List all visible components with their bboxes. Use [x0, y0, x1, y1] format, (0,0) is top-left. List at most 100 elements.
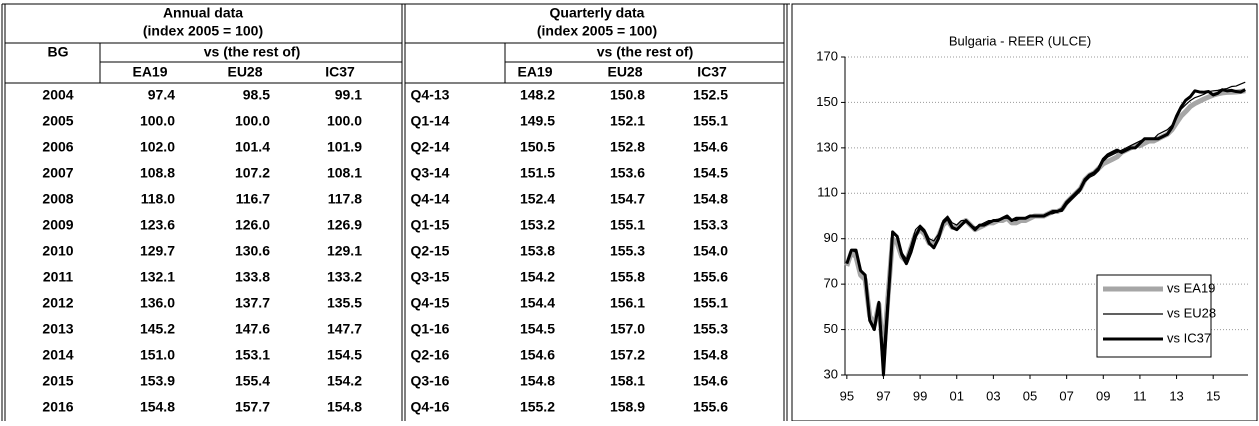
cell: 152.1 — [610, 113, 645, 129]
row-label: Q2-16 — [411, 347, 450, 363]
row-label: Q4-13 — [411, 87, 450, 103]
cell: 129.1 — [327, 243, 362, 259]
cell: 154.6 — [693, 373, 728, 389]
row-label: Q1-16 — [411, 321, 450, 337]
cell: 136.0 — [140, 295, 175, 311]
row-label: Q3-16 — [411, 373, 450, 389]
cell: 145.2 — [140, 321, 175, 337]
cell: 118.0 — [141, 191, 175, 207]
y-tick-label: 30 — [824, 366, 838, 381]
cell: 153.1 — [235, 347, 270, 363]
x-tick-label: 95 — [840, 388, 854, 403]
row-label: Q4-15 — [411, 295, 450, 311]
cell: 155.1 — [693, 295, 728, 311]
cell: 154.6 — [693, 139, 728, 155]
column-header: EA19 — [517, 64, 552, 80]
row-label: 2016 — [42, 399, 73, 415]
cell: 126.9 — [327, 217, 362, 233]
y-tick-label: 130 — [816, 139, 838, 154]
cell: 137.7 — [235, 295, 270, 311]
row-label: Q3-14 — [411, 165, 450, 181]
row-label: 2012 — [42, 295, 73, 311]
row-label: 2005 — [42, 113, 73, 129]
cell: 151.0 — [140, 347, 175, 363]
row-label: 2008 — [42, 191, 73, 207]
row-label: 2015 — [42, 373, 73, 389]
cell: 158.1 — [610, 373, 645, 389]
cell: 147.7 — [327, 321, 362, 337]
cell: 126.0 — [235, 217, 270, 233]
column-header: EA19 — [132, 64, 167, 80]
cell: 133.8 — [235, 269, 270, 285]
cell: 107.2 — [235, 165, 270, 181]
legend-label: vs EU28 — [1167, 305, 1216, 320]
x-tick-label: 03 — [986, 388, 1000, 403]
cell: 153.9 — [140, 373, 175, 389]
row-label: Q2-14 — [411, 139, 450, 155]
y-tick-label: 70 — [824, 276, 838, 291]
x-tick-label: 09 — [1096, 388, 1110, 403]
cell: 154.7 — [610, 191, 645, 207]
quarterly-title: Quarterly data — [550, 5, 645, 21]
cell: 98.5 — [243, 87, 270, 103]
chart-title: Bulgaria - REER (ULCE) — [949, 33, 1091, 48]
cell: 132.1 — [140, 269, 175, 285]
cell: 154.8 — [693, 347, 728, 363]
cell: 153.6 — [610, 165, 645, 181]
y-tick-label: 170 — [816, 48, 838, 63]
cell: 155.6 — [693, 399, 728, 415]
cell: 155.8 — [610, 269, 645, 285]
cell: 155.6 — [693, 269, 728, 285]
table-frame — [1, 3, 1258, 422]
y-tick-label: 110 — [817, 185, 838, 200]
row-label: 2009 — [42, 217, 73, 233]
cell: 154.0 — [693, 243, 728, 259]
cell: 101.9 — [327, 139, 362, 155]
x-tick-label: 15 — [1206, 388, 1220, 403]
cell: 152.5 — [693, 87, 728, 103]
series-line — [845, 88, 1246, 377]
column-header: IC37 — [325, 64, 355, 80]
chart-frame — [791, 3, 1258, 422]
cell: 154.5 — [520, 321, 555, 337]
cell: 154.8 — [693, 191, 728, 207]
cell: 108.8 — [140, 165, 175, 181]
cell: 154.8 — [520, 373, 555, 389]
cell: 130.6 — [235, 243, 270, 259]
cell: 157.2 — [610, 347, 645, 363]
cell: 153.3 — [693, 217, 728, 233]
y-tick-label: 90 — [824, 230, 838, 245]
cell: 155.1 — [693, 113, 728, 129]
row-label: Q4-14 — [411, 191, 450, 207]
cell: 123.6 — [140, 217, 175, 233]
column-header: IC37 — [697, 64, 727, 80]
cell: 152.4 — [520, 191, 555, 207]
y-tick-label: 50 — [824, 321, 838, 336]
y-tick-label: 150 — [816, 94, 838, 109]
row-label: 2007 — [42, 165, 73, 181]
x-tick-label: 05 — [1023, 388, 1037, 403]
cell: 133.2 — [327, 269, 362, 285]
cell: 149.5 — [520, 113, 555, 129]
row-label: 2006 — [42, 139, 73, 155]
cell: 148.2 — [520, 87, 555, 103]
row-label: 2013 — [42, 321, 73, 337]
cell: 151.5 — [520, 165, 555, 181]
x-tick-label: 01 — [950, 388, 964, 403]
cell: 154.8 — [327, 399, 362, 415]
cell: 108.1 — [327, 165, 362, 181]
cell: 155.3 — [610, 243, 645, 259]
row-header: BG — [48, 44, 69, 60]
row-label: Q3-15 — [411, 269, 450, 285]
group-header: vs (the rest of) — [204, 44, 300, 60]
cell: 147.6 — [235, 321, 270, 337]
x-tick-label: 99 — [913, 388, 927, 403]
cell: 154.2 — [327, 373, 362, 389]
cell: 101.4 — [235, 139, 270, 155]
cell: 157.7 — [235, 399, 270, 415]
cell: 135.5 — [327, 295, 362, 311]
x-tick-label: 97 — [876, 388, 890, 403]
cell: 97.4 — [148, 87, 175, 103]
